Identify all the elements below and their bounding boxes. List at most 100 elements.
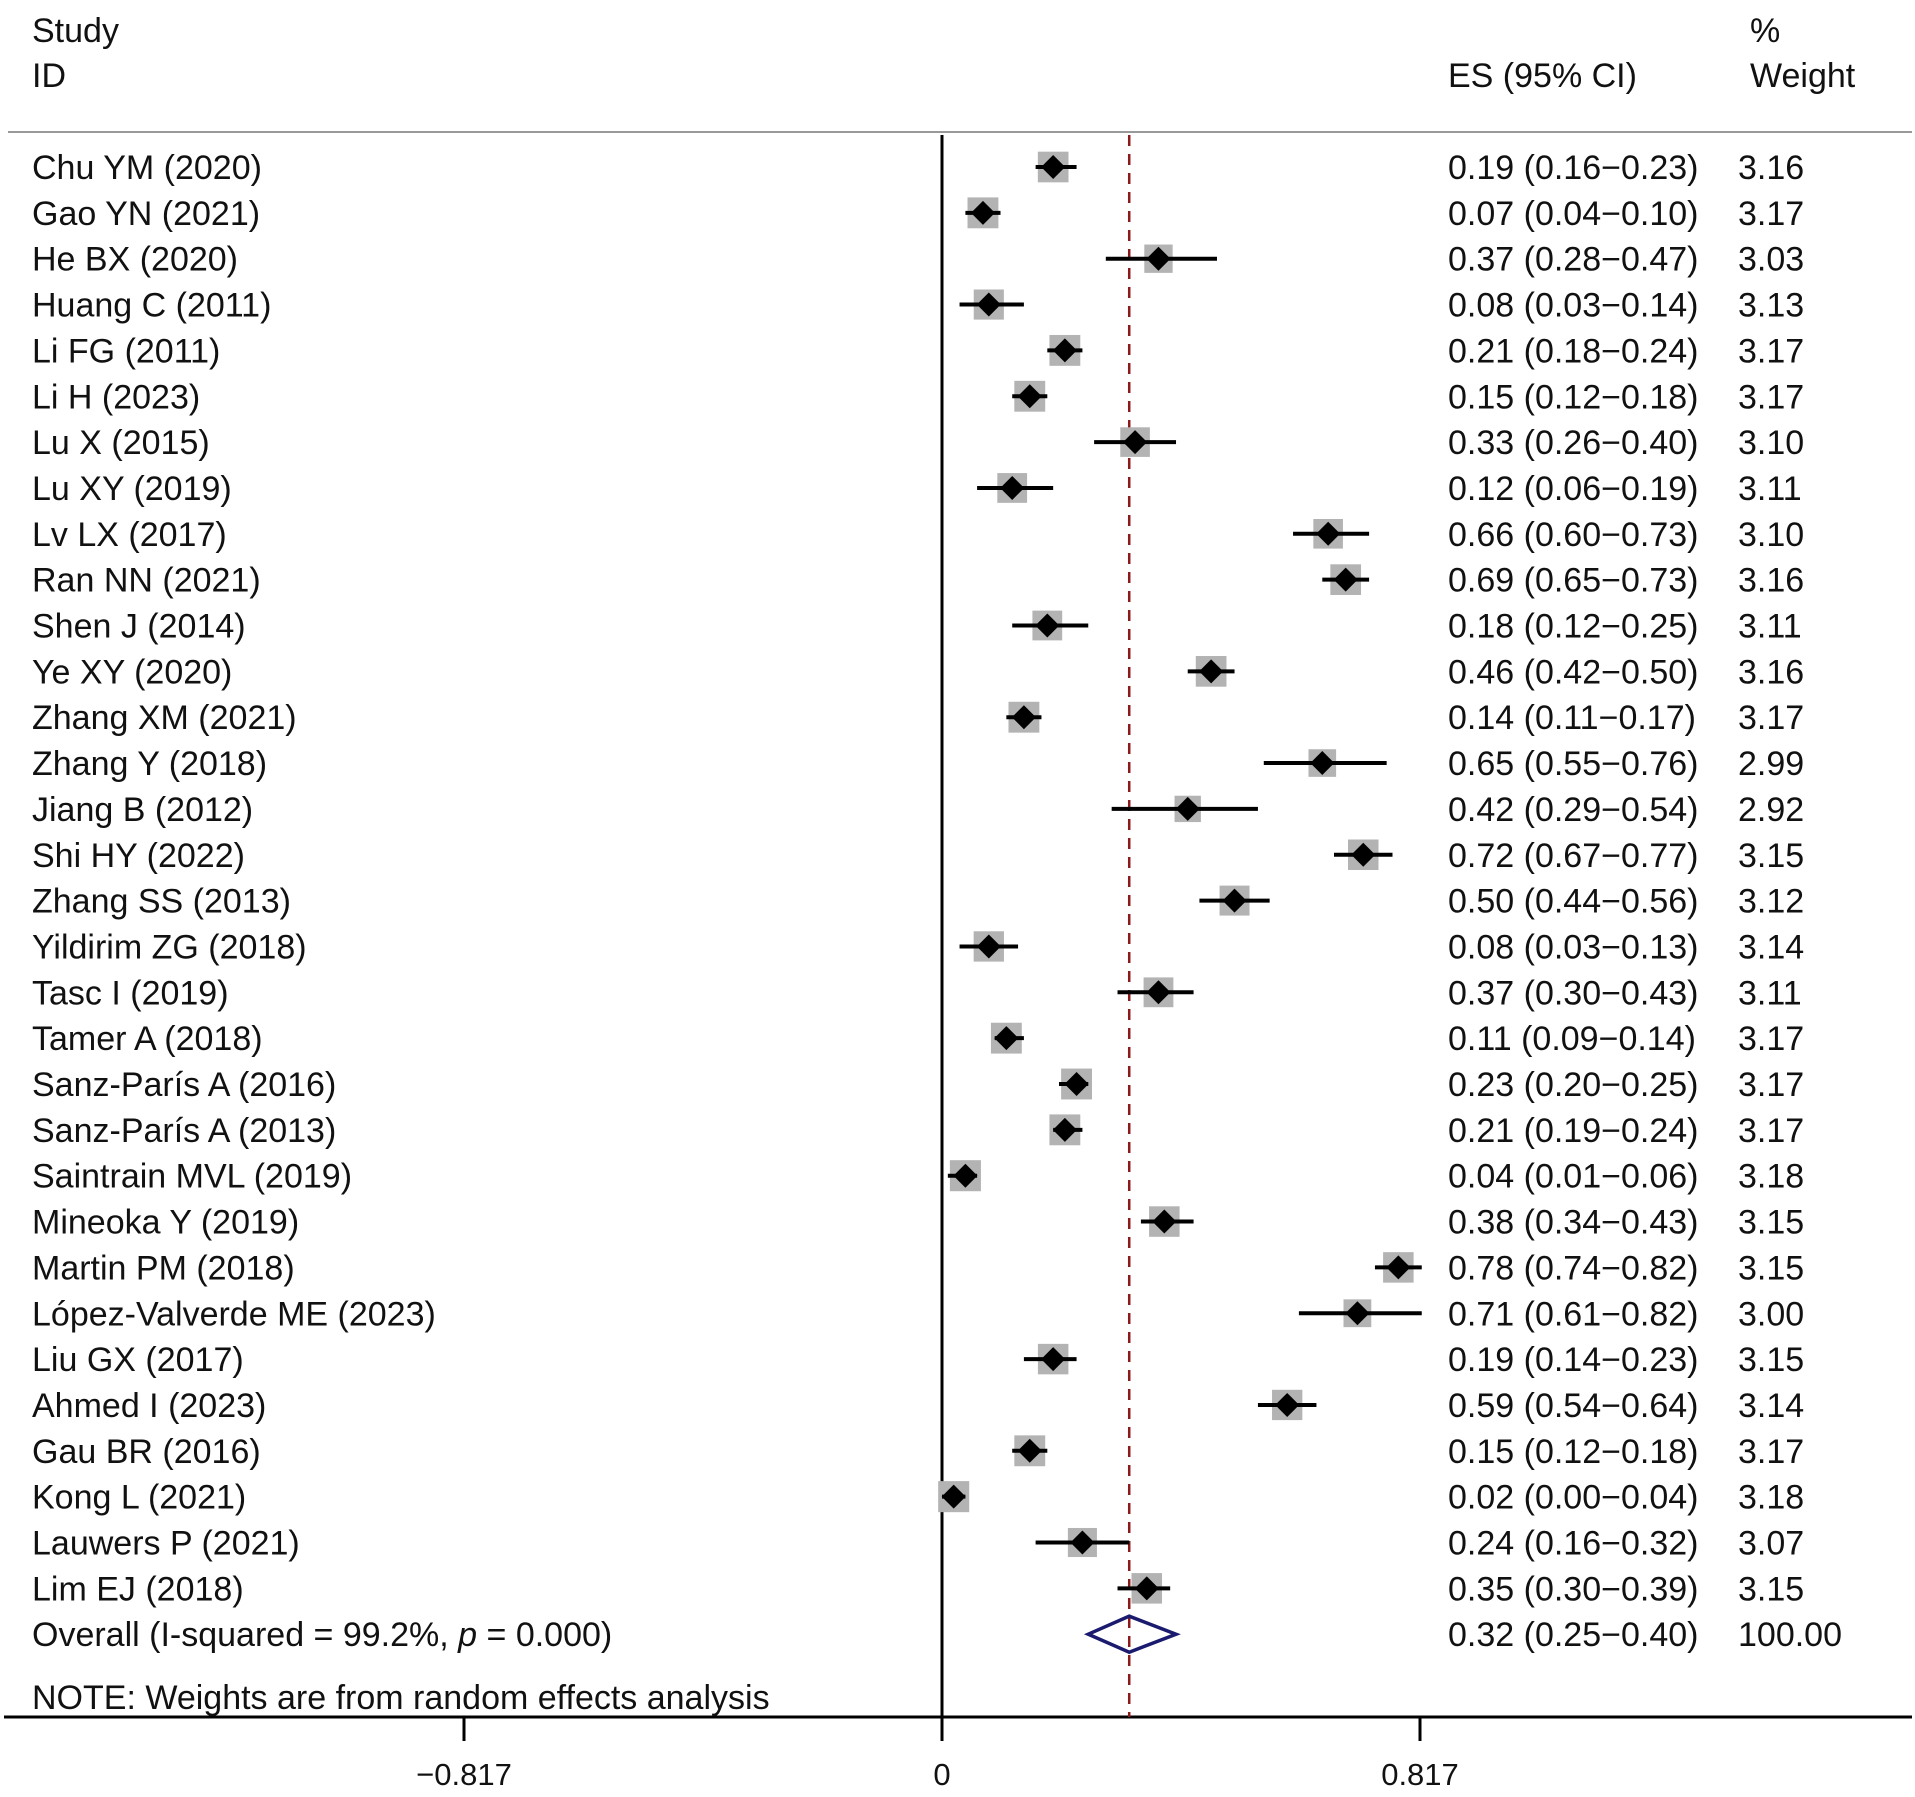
study-weight: 3.17 <box>1738 1433 1804 1471</box>
study-weight: 3.17 <box>1738 1020 1804 1058</box>
study-label: He BX (2020) <box>32 241 238 279</box>
study-weight: 3.11 <box>1738 608 1802 646</box>
study-weight: 3.17 <box>1738 699 1804 737</box>
study-ci-text: 0.11 (0.09−0.14) <box>1448 1020 1696 1058</box>
study-row: Li FG (2011) 0.21 (0.18−0.24) 3.17 <box>32 332 1804 370</box>
study-ci-text: 0.23 (0.20−0.25) <box>1448 1066 1698 1104</box>
point-estimate <box>1041 155 1066 179</box>
study-row: López-Valverde ME (2023) 0.71 (0.61−0.82)… <box>32 1295 1804 1333</box>
study-ci-text: 0.38 (0.34−0.43) <box>1448 1204 1698 1242</box>
study-label: Ahmed I (2023) <box>32 1387 266 1425</box>
study-row: Ye XY (2020) 0.46 (0.42−0.50) 3.16 <box>32 653 1804 691</box>
study-label: Lv LX (2017) <box>32 516 227 554</box>
overall-diamond <box>1083 1614 1181 1655</box>
study-row: Lu X (2015) 0.33 (0.26−0.40) 3.10 <box>32 424 1804 462</box>
study-row: Lauwers P (2021) 0.24 (0.16−0.32) 3.07 <box>32 1525 1804 1563</box>
study-ci-text: 0.08 (0.03−0.14) <box>1448 287 1698 325</box>
point-estimate <box>1146 246 1171 271</box>
study-row: Mineoka Y (2019) 0.38 (0.34−0.43) 3.15 <box>32 1204 1804 1242</box>
study-label: López-Valverde ME (2023) <box>32 1295 436 1333</box>
study-ci-text: 0.59 (0.54−0.64) <box>1448 1387 1698 1425</box>
point-estimate <box>1152 1209 1177 1234</box>
study-row: Lv LX (2017) 0.66 (0.60−0.73) 3.10 <box>32 516 1804 554</box>
x-tick-label: 0.817 <box>1381 1757 1459 1792</box>
study-ci-text: 0.18 (0.12−0.25) <box>1448 608 1698 646</box>
study-weight: 2.99 <box>1738 745 1804 783</box>
study-label: Sanz-París A (2013) <box>32 1112 336 1150</box>
note-text: NOTE: Weights are from random effects an… <box>32 1679 770 1717</box>
study-label: Lim EJ (2018) <box>32 1570 244 1608</box>
study-ci-text: 0.46 (0.42−0.50) <box>1448 653 1698 691</box>
study-weight: 3.11 <box>1738 470 1802 508</box>
point-estimate <box>994 1026 1019 1051</box>
header-weight-percent: % <box>1750 12 1780 50</box>
study-row: Lim EJ (2018) 0.35 (0.30−0.39) 3.15 <box>32 1570 1804 1608</box>
study-weight: 3.17 <box>1738 332 1804 370</box>
point-estimate <box>1134 1576 1159 1601</box>
study-ci-text: 0.72 (0.67−0.77) <box>1448 837 1698 875</box>
study-ci-text: 0.15 (0.12−0.18) <box>1448 378 1698 416</box>
point-estimate <box>1310 751 1335 776</box>
point-estimate <box>1017 1438 1042 1463</box>
study-weight: 3.00 <box>1738 1295 1804 1333</box>
study-weight: 3.10 <box>1738 516 1804 554</box>
study-ci-text: 0.14 (0.11−0.17) <box>1448 699 1696 737</box>
study-weight: 3.16 <box>1738 653 1804 691</box>
study-label: Zhang SS (2013) <box>32 883 291 921</box>
point-estimate <box>1199 659 1224 684</box>
point-estimate <box>1011 705 1036 730</box>
study-row: Zhang XM (2021) 0.14 (0.11−0.17) 3.17 <box>32 699 1804 737</box>
study-ci-text: 0.71 (0.61−0.82) <box>1448 1295 1698 1333</box>
study-row: Tamer A (2018) 0.11 (0.09−0.14) 3.17 <box>32 1020 1804 1058</box>
study-weight: 3.17 <box>1738 1066 1804 1104</box>
study-weight: 3.18 <box>1738 1479 1804 1517</box>
header-es: ES (95% CI) <box>1448 57 1637 95</box>
study-weight: 2.92 <box>1738 791 1804 829</box>
study-ci-text: 0.12 (0.06−0.19) <box>1448 470 1698 508</box>
study-label: Lu XY (2019) <box>32 470 232 508</box>
study-row: Jiang B (2012) 0.42 (0.29−0.54) 2.92 <box>32 791 1804 829</box>
point-estimate <box>1052 338 1077 363</box>
study-ci-text: 0.42 (0.29−0.54) <box>1448 791 1698 829</box>
study-label: Tasc I (2019) <box>32 974 229 1012</box>
point-estimate <box>941 1484 966 1509</box>
study-label: Tamer A (2018) <box>32 1020 263 1058</box>
point-estimate <box>1345 1301 1370 1326</box>
study-weight: 3.16 <box>1738 562 1804 600</box>
study-row: Sanz-París A (2013) 0.21 (0.19−0.24) 3.17 <box>32 1112 1804 1150</box>
study-ci-text: 0.02 (0.00−0.04) <box>1448 1479 1698 1517</box>
study-ci-text: 0.08 (0.03−0.13) <box>1448 928 1698 966</box>
point-estimate <box>976 934 1001 959</box>
study-ci-text: 0.50 (0.44−0.56) <box>1448 883 1698 921</box>
x-axis-ticks: −0.817 0 0.817 <box>416 1717 1459 1792</box>
study-label: Shen J (2014) <box>32 608 246 646</box>
study-weight: 3.03 <box>1738 241 1804 279</box>
study-label: Ye XY (2020) <box>32 653 232 691</box>
study-label: Lu X (2015) <box>32 424 210 462</box>
study-ci-text: 0.04 (0.01−0.06) <box>1448 1158 1698 1196</box>
overall-weight: 100.00 <box>1738 1616 1842 1654</box>
study-row: Martin PM (2018) 0.78 (0.74−0.82) 3.15 <box>32 1249 1804 1287</box>
study-ci-text: 0.69 (0.65−0.73) <box>1448 562 1698 600</box>
point-estimate <box>1052 1117 1077 1142</box>
study-ci-text: 0.78 (0.74−0.82) <box>1448 1249 1698 1287</box>
header-study: Study <box>32 12 119 50</box>
study-weight: 3.07 <box>1738 1525 1804 1563</box>
study-weight: 3.16 <box>1738 149 1804 187</box>
study-ci-text: 0.15 (0.12−0.18) <box>1448 1433 1698 1471</box>
study-weight: 3.17 <box>1738 378 1804 416</box>
study-weight: 3.15 <box>1738 1341 1804 1379</box>
study-weight: 3.11 <box>1738 974 1802 1012</box>
study-weight: 3.14 <box>1738 928 1804 966</box>
study-label: Huang C (2011) <box>32 287 271 325</box>
study-label: Chu YM (2020) <box>32 149 262 187</box>
study-label: Shi HY (2022) <box>32 837 245 875</box>
overall-row: Overall (I-squared = 99.2%, p = 0.000) 0… <box>32 1614 1842 1655</box>
point-estimate <box>1123 430 1148 455</box>
study-weight: 3.18 <box>1738 1158 1804 1196</box>
study-row: Liu GX (2017) 0.19 (0.14−0.23) 3.15 <box>32 1341 1804 1379</box>
study-weight: 3.17 <box>1738 195 1804 233</box>
study-row: Shi HY (2022) 0.72 (0.67−0.77) 3.15 <box>32 837 1804 875</box>
study-ci-text: 0.66 (0.60−0.73) <box>1448 516 1698 554</box>
study-ci-text: 0.19 (0.16−0.23) <box>1448 149 1698 187</box>
